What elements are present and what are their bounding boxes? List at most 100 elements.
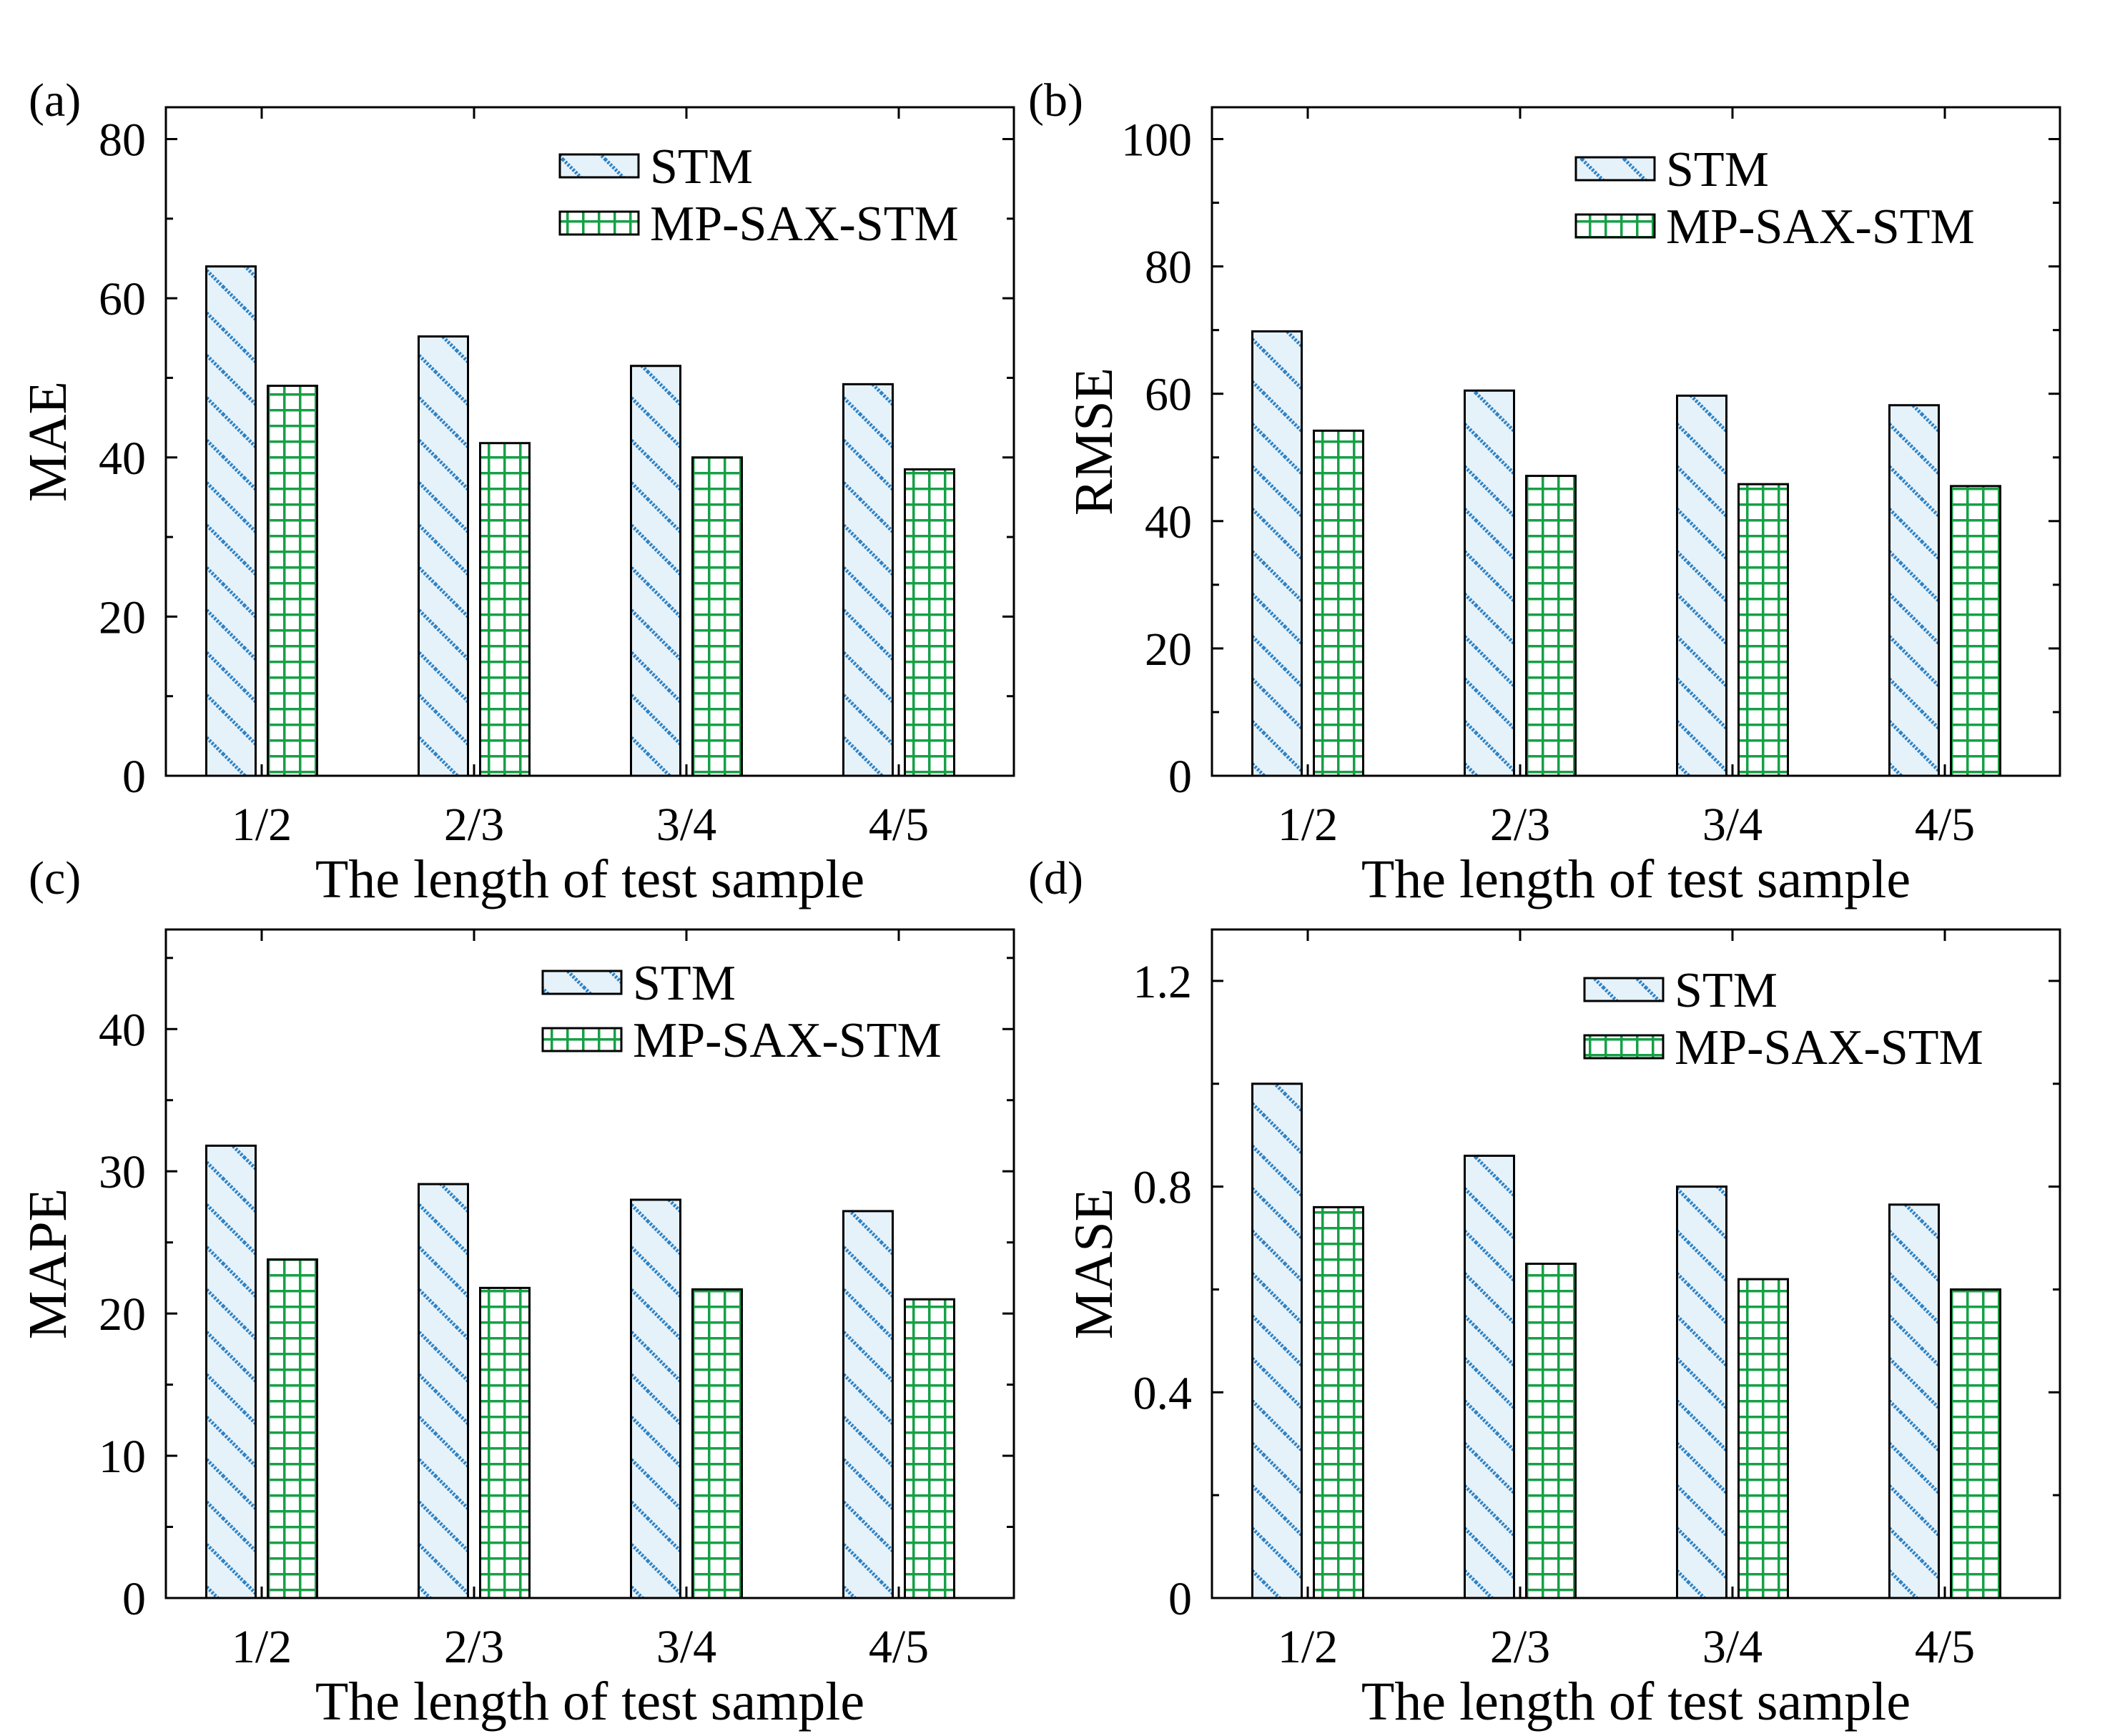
chart-panel-a: (a) 0 20 40 60 80 1/2 2/3 3/4 4/5 The le… [18, 74, 1015, 909]
legend: STM MP-SAX-STM [558, 139, 959, 252]
y-tick-label: 100 [1121, 114, 1192, 167]
bar-mp-sax-stm-3-4 [1737, 483, 1789, 777]
bar-stm-1-2 [205, 265, 257, 777]
bar-stm-1-2 [1251, 330, 1303, 777]
x-tick-label: 1/2 [1278, 799, 1338, 851]
x-tick-label: 4/5 [1915, 799, 1975, 851]
y-tick-label: 0 [122, 1573, 146, 1625]
bar-mp-sax-stm-3-4 [1737, 1278, 1789, 1599]
bar-mp-sax-stm-2-3 [479, 442, 531, 777]
bar-mp-sax-stm-1-2 [267, 385, 318, 777]
y-axis-title: MAE [18, 381, 78, 502]
y-tick-labels: 0 0.4 0.8 1.2 [1133, 956, 1193, 1625]
y-tick-label: 0.4 [1133, 1367, 1193, 1419]
x-tick-labels: 1/2 2/3 3/4 4/5 [1278, 799, 1975, 851]
legend-label-mp-sax-stm: MP-SAX-STM [633, 1013, 942, 1068]
bar-mp-sax-stm-4-5 [1950, 485, 2001, 777]
panel-label: (b) [1028, 74, 1083, 127]
bar-mp-sax-stm-3-4 [691, 1288, 743, 1599]
bar-mp-sax-stm-2-3 [1525, 475, 1577, 777]
tick-marks [166, 107, 1014, 777]
y-tick-label: 80 [99, 114, 146, 167]
legend-swatch-stm [541, 970, 623, 995]
x-tick-labels: 1/2 2/3 3/4 4/5 [232, 1621, 929, 1673]
bar-stm-3-4 [630, 1198, 681, 1599]
legend-label-stm: STM [1666, 142, 1769, 197]
y-tick-label: 0 [1168, 751, 1192, 803]
legend-swatch-stm [558, 153, 640, 179]
plot-frame [1211, 928, 2061, 1599]
bar-mp-sax-stm-1-2 [1313, 1205, 1364, 1599]
legend-label-mp-sax-stm: MP-SAX-STM [650, 197, 959, 252]
y-tick-label: 20 [99, 591, 146, 643]
plot-frame [164, 106, 1015, 777]
x-axis-title: The length of test sample [1361, 1672, 1911, 1732]
legend-swatch-mp-sax-stm [558, 210, 640, 236]
x-tick-label: 4/5 [1915, 1621, 1975, 1673]
bar-stm-1-2 [1251, 1082, 1303, 1599]
bar-mp-sax-stm-1-2 [1313, 429, 1364, 777]
y-tick-label: 10 [99, 1431, 146, 1483]
chart-panel-c: (c) 0 10 20 30 40 1/2 2/3 3/4 4/5 The le… [18, 852, 1015, 1732]
x-tick-label: 2/3 [1490, 1621, 1550, 1673]
y-tick-labels: 0 20 40 60 80 [99, 114, 146, 803]
y-tick-label: 0 [1168, 1573, 1192, 1625]
bars [1251, 330, 2001, 777]
bar-mp-sax-stm-4-5 [1950, 1288, 2001, 1599]
bar-stm-2-3 [418, 1183, 469, 1599]
bar-stm-2-3 [1464, 389, 1515, 777]
bar-stm-1-2 [205, 1144, 257, 1599]
bar-stm-3-4 [1676, 394, 1727, 777]
tick-marks [1212, 929, 2060, 1599]
y-tick-label: 30 [99, 1146, 146, 1198]
legend-swatch-mp-sax-stm [541, 1027, 623, 1052]
bar-stm-4-5 [842, 1210, 894, 1599]
bar-stm-2-3 [418, 335, 469, 777]
bars [1251, 1082, 2001, 1599]
y-tick-label: 1.2 [1133, 956, 1193, 1008]
legend-label-mp-sax-stm: MP-SAX-STM [1675, 1020, 1983, 1075]
legend-swatch-stm [1574, 156, 1656, 182]
y-tick-label: 20 [99, 1288, 146, 1341]
bars [205, 265, 955, 777]
x-axis-title: The length of test sample [315, 1672, 864, 1732]
panel-label: (c) [29, 852, 81, 904]
y-axis-title: MASE [1064, 1188, 1124, 1339]
chart-panel-b: (b) 0 20 40 60 80 100 1/2 2/3 3/4 4/5 Th [1028, 74, 2061, 909]
bar-mp-sax-stm-3-4 [691, 456, 743, 777]
x-tick-label: 1/2 [232, 799, 292, 851]
x-axis-title: The length of test sample [315, 849, 864, 909]
y-tick-label: 40 [1145, 496, 1192, 548]
legend: STM MP-SAX-STM [541, 956, 942, 1068]
x-tick-label: 1/2 [1278, 1621, 1338, 1673]
y-tick-label: 0.8 [1133, 1162, 1193, 1214]
x-tick-labels: 1/2 2/3 3/4 4/5 [232, 799, 929, 851]
y-tick-label: 60 [1145, 369, 1192, 421]
bar-stm-3-4 [1676, 1185, 1727, 1599]
legend-label-stm: STM [650, 139, 753, 194]
legend-swatch-mp-sax-stm [1574, 213, 1656, 239]
bar-mp-sax-stm-2-3 [479, 1286, 531, 1599]
x-tick-label: 3/4 [656, 1621, 716, 1673]
x-tick-labels: 1/2 2/3 3/4 4/5 [1278, 1621, 1975, 1673]
legend-label-stm: STM [1675, 963, 1778, 1018]
y-tick-label: 20 [1145, 623, 1192, 676]
x-tick-label: 3/4 [656, 799, 716, 851]
y-tick-label: 0 [122, 751, 146, 803]
bar-stm-3-4 [630, 365, 681, 777]
x-tick-label: 2/3 [1490, 799, 1550, 851]
legend-swatch-mp-sax-stm [1583, 1034, 1665, 1060]
panel-label: (d) [1028, 852, 1083, 904]
bar-stm-4-5 [1888, 404, 1940, 777]
y-tick-label: 60 [99, 273, 146, 325]
legend: STM MP-SAX-STM [1583, 963, 1983, 1075]
x-tick-label: 1/2 [232, 1621, 292, 1673]
legend-label-stm: STM [633, 956, 736, 1011]
chart-panel-d: (d) 0 0.4 0.8 1.2 1/2 2/3 3/4 4/5 The le… [1028, 852, 2061, 1732]
legend-swatch-stm [1583, 977, 1665, 1002]
x-tick-label: 2/3 [444, 1621, 504, 1673]
x-tick-label: 4/5 [869, 1621, 929, 1673]
x-axis-title: The length of test sample [1361, 849, 1911, 909]
legend-label-mp-sax-stm: MP-SAX-STM [1666, 199, 1975, 255]
y-tick-labels: 0 10 20 30 40 [99, 1004, 146, 1625]
